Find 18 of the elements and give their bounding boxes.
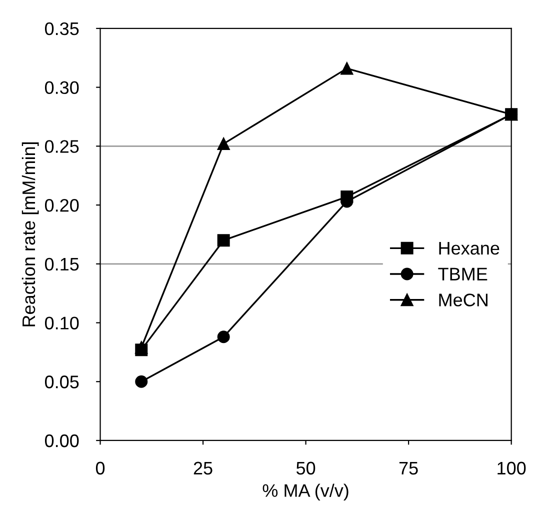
- y-tick-label: 0.00: [44, 434, 79, 448]
- y-axis-title: Reaction rate [mM/min]: [22, 142, 39, 326]
- legend-label: TBME: [438, 268, 488, 280]
- legend-label: MeCN: [439, 294, 488, 306]
- x-tick-label: 100: [498, 462, 526, 475]
- legend-label: Hexane: [439, 242, 500, 255]
- x-tick-label: 75: [399, 462, 418, 475]
- y-tick-label: 0.35: [44, 22, 79, 36]
- x-tick-label: 25: [194, 462, 212, 475]
- x-tick-label: 50: [296, 462, 316, 475]
- y-tick-label: 0.10: [44, 316, 79, 330]
- y-tick-label: 0.25: [44, 140, 79, 153]
- y-tick-label: 0.20: [44, 198, 79, 212]
- x-tick-label: 0: [96, 462, 105, 475]
- y-tick-label: 0.30: [44, 81, 79, 94]
- y-tick-label: 0.15: [44, 258, 79, 271]
- y-tick-label: 0.05: [44, 376, 79, 388]
- x-axis-title: % MA (v/v): [262, 484, 348, 501]
